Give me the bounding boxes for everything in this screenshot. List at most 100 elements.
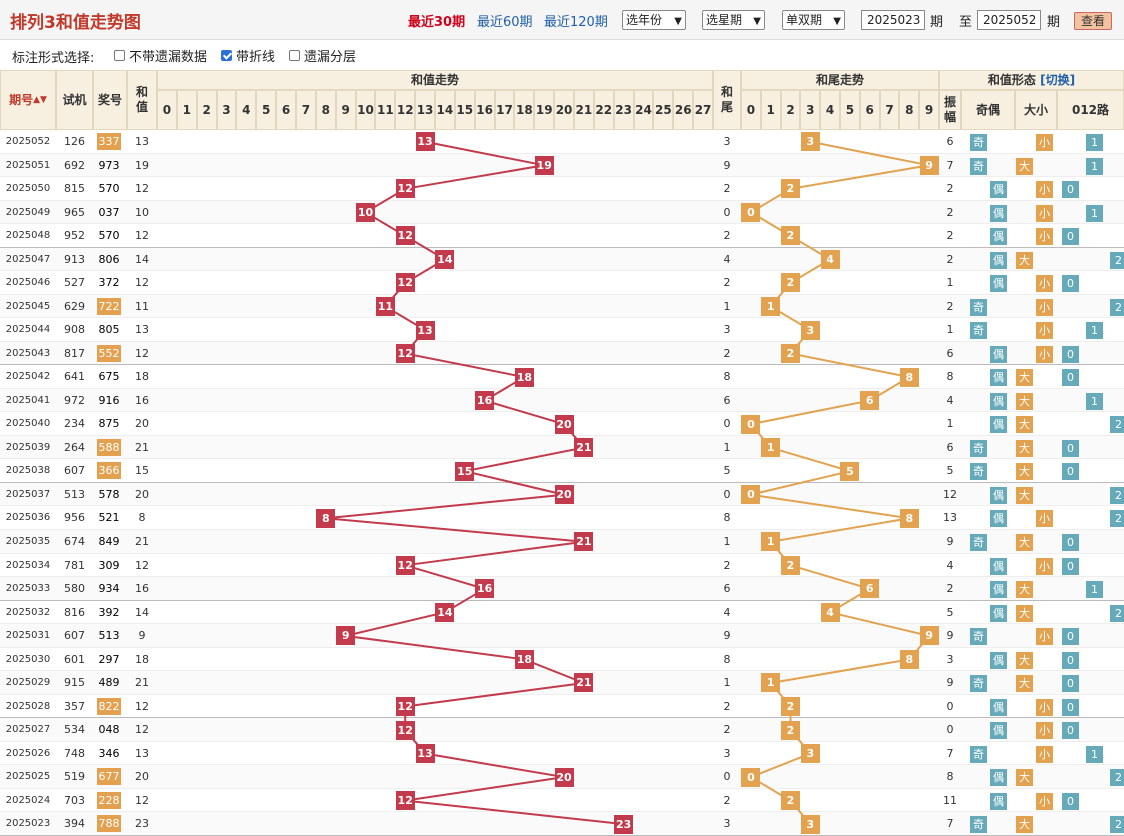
sum-digit-header: 25: [653, 90, 674, 130]
route-badge: 0: [1062, 345, 1079, 363]
big-small-badge: 小: [1036, 181, 1053, 199]
switch-link[interactable]: [切换]: [1040, 72, 1076, 87]
weekday-select[interactable]: 选星期 ▼: [702, 10, 765, 30]
prize-number-cell: 934: [98, 582, 120, 596]
sum-marker: 13: [415, 744, 435, 764]
sum-digit-header: 4: [236, 90, 257, 130]
option-miss-layers[interactable]: 遗漏分层: [289, 46, 356, 65]
period-header[interactable]: 期号 ▲▼: [0, 70, 56, 130]
start-period-input[interactable]: 2025023: [861, 10, 925, 30]
sum-cell: 21: [135, 676, 149, 690]
prize-number-cell: 297: [98, 652, 120, 666]
route-badge: 1: [1086, 204, 1103, 222]
period-cell: 2025023: [5, 818, 51, 830]
trial-number-cell: 519: [64, 770, 85, 784]
view-button[interactable]: 查看: [1074, 12, 1112, 30]
tail-marker: 5: [840, 461, 860, 481]
tail-cell: 2: [723, 558, 731, 572]
tail-digit-header: 6: [859, 90, 880, 130]
sum-marker: 12: [395, 696, 415, 716]
period-cell: 2025047: [5, 253, 51, 265]
checkbox-icon[interactable]: [114, 50, 125, 61]
odd-even-badge: 偶: [990, 228, 1007, 246]
tail-cell: 4: [723, 252, 731, 266]
table-row: 2025026 748 346 13 3 7 奇 小 1: [0, 742, 1124, 766]
period-cell: 2025024: [5, 794, 51, 806]
big-small-badge: 小: [1036, 510, 1053, 528]
end-period-input[interactable]: 2025052: [977, 10, 1041, 30]
odd-even-period-select[interactable]: 单双期 ▼: [782, 10, 845, 30]
recent-30-link[interactable]: 最近30期: [408, 15, 466, 30]
tail-cell: 1: [723, 440, 731, 454]
sum-cell: 19: [135, 158, 149, 172]
tail-cell: 8: [723, 652, 731, 666]
marker-options-label: 标注形式选择:: [12, 51, 95, 66]
sum-cell: 20: [135, 417, 149, 431]
prize-number-cell: 570: [98, 229, 120, 243]
sum-digit-header: 12: [395, 90, 416, 130]
period-cell: 2025031: [5, 630, 51, 642]
end-period-suffix: 期: [1047, 15, 1061, 30]
big-small-badge: 大: [1016, 769, 1033, 787]
sum-cell: 21: [135, 440, 149, 454]
route-badge: 0: [1062, 792, 1079, 810]
sum-cell: 21: [135, 535, 149, 548]
checkbox-icon[interactable]: [289, 50, 300, 61]
odd-even-badge: 偶: [990, 275, 1007, 293]
big-small-badge: 小: [1036, 275, 1053, 293]
option-with-line[interactable]: 带折线: [221, 46, 275, 65]
period-cell: 2025051: [5, 159, 51, 171]
big-small-badge: 小: [1036, 228, 1053, 246]
trial-number-cell: 580: [64, 582, 85, 596]
big-small-badge: 大: [1016, 651, 1033, 669]
tail-cell: 9: [723, 629, 731, 643]
big-small-badge: 大: [1016, 251, 1033, 269]
checkbox-checked-icon[interactable]: [221, 50, 232, 61]
amplitude-cell: 7: [946, 158, 954, 172]
table-row: 2025038 607 366 15 5 5 奇 大 0: [0, 459, 1124, 483]
period-cell: 2025039: [5, 441, 51, 453]
route-badge: 2: [1110, 769, 1124, 787]
chevron-down-icon: ▼: [753, 16, 761, 27]
big-small-badge: 大: [1016, 157, 1033, 175]
trial-number-cell: 607: [64, 629, 85, 643]
tail-cell: 3: [723, 323, 731, 337]
odd-even-badge: 偶: [990, 369, 1007, 387]
trial-number-cell: 703: [64, 793, 85, 807]
tail-digit-header: 8: [899, 90, 920, 130]
year-select[interactable]: 选年份 ▼: [622, 10, 686, 30]
odd-even-badge: 偶: [990, 604, 1007, 622]
amplitude-cell: 13: [943, 511, 957, 525]
recent-60-link[interactable]: 最近60期: [477, 15, 533, 30]
amplitude-cell: 7: [946, 817, 954, 831]
sum-cell: 12: [135, 723, 149, 737]
recent-120-link[interactable]: 最近120期: [544, 15, 608, 30]
route-badge: 0: [1062, 439, 1079, 457]
option-no-miss-data[interactable]: 不带遗漏数据: [114, 46, 207, 65]
odd-even-badge: 偶: [990, 181, 1007, 199]
route-badge: 1: [1086, 322, 1103, 340]
tail-marker: 4: [820, 602, 840, 622]
sum-trend-line: [325, 140, 624, 826]
tail-cell: 0: [723, 487, 731, 501]
tail-marker: 3: [800, 744, 820, 764]
table-row: 2025048 952 570 12 2 2 偶 小 0: [0, 224, 1124, 248]
range-to-label: 至: [959, 15, 973, 30]
sum-digit-header: 21: [573, 90, 594, 130]
sum-marker: 14: [435, 602, 455, 622]
amplitude-cell: 6: [946, 135, 954, 148]
sum-digit-header: 3: [216, 90, 237, 130]
sum-digit-header: 6: [276, 90, 296, 130]
amplitude-cell: 3: [946, 652, 954, 666]
odd-even-badge: 偶: [990, 486, 1007, 504]
tail-trend-line: [748, 140, 931, 825]
trial-number-cell: 815: [64, 182, 85, 196]
option-label: 遗漏分层: [304, 50, 357, 65]
route-badge: 0: [1062, 628, 1079, 646]
route-badge: 1: [1086, 392, 1103, 410]
tail-cell: 2: [723, 723, 731, 737]
odd-even-badge: 奇: [970, 322, 987, 340]
amplitude-cell: 5: [946, 464, 954, 478]
big-small-badge: 大: [1016, 416, 1033, 434]
prize-number-cell: 578: [98, 487, 120, 501]
